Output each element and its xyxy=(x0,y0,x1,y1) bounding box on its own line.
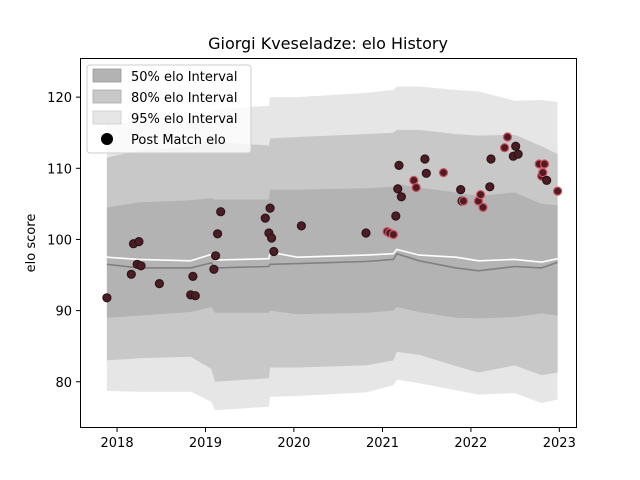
data-point xyxy=(396,192,406,202)
data-point xyxy=(134,237,144,247)
data-point xyxy=(102,293,112,303)
data-point xyxy=(538,168,548,178)
legend-marker-point xyxy=(101,133,113,145)
data-point xyxy=(393,184,403,194)
axes-frame xyxy=(80,58,577,428)
y-tick-label: 90 xyxy=(55,305,72,320)
data-point xyxy=(126,269,136,279)
data-point xyxy=(500,143,510,153)
legend-label-points: Post Match elo xyxy=(131,133,226,148)
y-tick-label: 80 xyxy=(55,376,72,391)
data-point xyxy=(542,175,552,185)
data-point xyxy=(154,279,164,289)
data-point xyxy=(213,229,223,239)
data-point xyxy=(260,213,270,223)
chart-title: Giorgi Kveseladze: elo History xyxy=(208,34,448,53)
plot-area xyxy=(102,86,563,411)
data-point xyxy=(513,149,523,159)
data-point xyxy=(209,264,219,274)
band-50 xyxy=(106,183,558,319)
x-tick-label: 2019 xyxy=(189,436,222,451)
x-tick-label: 2023 xyxy=(543,436,576,451)
legend-swatch-80 xyxy=(92,89,122,104)
y-tick-label: 110 xyxy=(47,162,72,177)
legend-swatch-50 xyxy=(92,68,122,83)
data-point xyxy=(216,207,226,217)
data-point xyxy=(485,182,495,192)
data-point xyxy=(267,233,277,243)
data-point xyxy=(296,221,306,231)
data-point xyxy=(511,141,521,151)
data-point xyxy=(438,168,449,178)
data-point xyxy=(265,203,275,213)
y-axis: 80 90 100 110 120 xyxy=(47,91,80,391)
legend-label-80: 80% elo Interval xyxy=(131,91,238,106)
x-axis: 2018 2019 2020 2021 2022 2023 xyxy=(101,428,576,451)
data-point xyxy=(502,132,513,142)
data-point xyxy=(476,190,486,200)
data-point xyxy=(391,211,401,221)
data-point xyxy=(421,168,431,178)
data-point xyxy=(388,229,398,240)
data-point xyxy=(211,251,221,261)
y-axis-label: elo score xyxy=(24,214,39,273)
data-point xyxy=(552,186,563,196)
data-point xyxy=(456,185,466,195)
x-tick-label: 2018 xyxy=(101,436,134,451)
data-point xyxy=(478,202,488,212)
legend: 50% elo Interval 80% elo Interval 95% el… xyxy=(86,64,252,154)
x-tick-label: 2020 xyxy=(277,436,310,451)
data-point xyxy=(420,154,430,164)
data-point xyxy=(411,182,421,193)
mean-line xyxy=(106,248,558,264)
data-point xyxy=(136,261,146,271)
x-tick-label: 2021 xyxy=(366,436,399,451)
legend-label-50: 50% elo Interval xyxy=(131,70,238,85)
data-point xyxy=(361,228,371,238)
data-point xyxy=(188,271,198,281)
data-point xyxy=(458,196,468,206)
x-tick-label: 2022 xyxy=(454,436,487,451)
data-point xyxy=(486,154,496,164)
median-line xyxy=(106,252,558,272)
data-point xyxy=(539,159,550,169)
legend-box xyxy=(86,64,252,154)
data-point xyxy=(394,160,404,170)
data-point xyxy=(269,246,279,257)
legend-label-95: 95% elo Interval xyxy=(131,112,238,127)
y-tick-label: 100 xyxy=(47,233,72,248)
y-tick-label: 120 xyxy=(47,91,72,106)
data-point xyxy=(190,291,200,301)
legend-swatch-95 xyxy=(92,110,122,125)
